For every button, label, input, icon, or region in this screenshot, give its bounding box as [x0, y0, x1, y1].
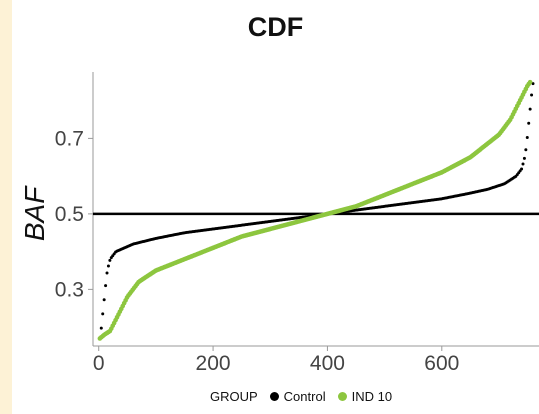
data-point: [105, 271, 109, 275]
legend-title: GROUP: [210, 388, 258, 404]
chart-title: CDF: [247, 12, 304, 42]
legend: GROUP Control IND 10: [210, 386, 392, 406]
data-point: [527, 121, 531, 125]
data-point: [525, 135, 529, 139]
data-point: [528, 107, 532, 111]
data-point: [530, 93, 534, 97]
y-axis-label: BAF: [19, 185, 50, 241]
legend-label-ind10: IND 10: [351, 388, 393, 404]
data-point: [99, 326, 103, 330]
series-ind-10: [97, 79, 533, 341]
y-tick-label: 0.7: [55, 127, 84, 150]
y-tick-label: 0.3: [55, 278, 84, 301]
data-point: [102, 298, 106, 302]
chart-panel: [12, 0, 539, 414]
x-tick-label: 400: [310, 352, 345, 375]
legend-item-control: Control: [269, 388, 326, 404]
data-point: [522, 156, 526, 160]
data-point: [520, 167, 524, 171]
legend-swatch-ind10: [337, 391, 347, 401]
data-point: [524, 148, 528, 152]
data-point: [521, 162, 525, 166]
data-point: [106, 264, 110, 268]
legend-item-ind10: IND 10: [337, 388, 393, 404]
legend-swatch-control: [269, 391, 279, 401]
data-point: [527, 79, 533, 85]
data-point: [104, 284, 108, 288]
y-tick-label: 0.5: [55, 203, 84, 226]
series-control: [98, 82, 535, 340]
x-tick-label: 600: [424, 352, 459, 375]
x-tick-label: 0: [93, 352, 105, 375]
legend-label-control: Control: [283, 388, 326, 404]
data-point: [108, 258, 112, 262]
x-tick-label: 200: [196, 352, 231, 375]
data-point: [101, 312, 105, 316]
